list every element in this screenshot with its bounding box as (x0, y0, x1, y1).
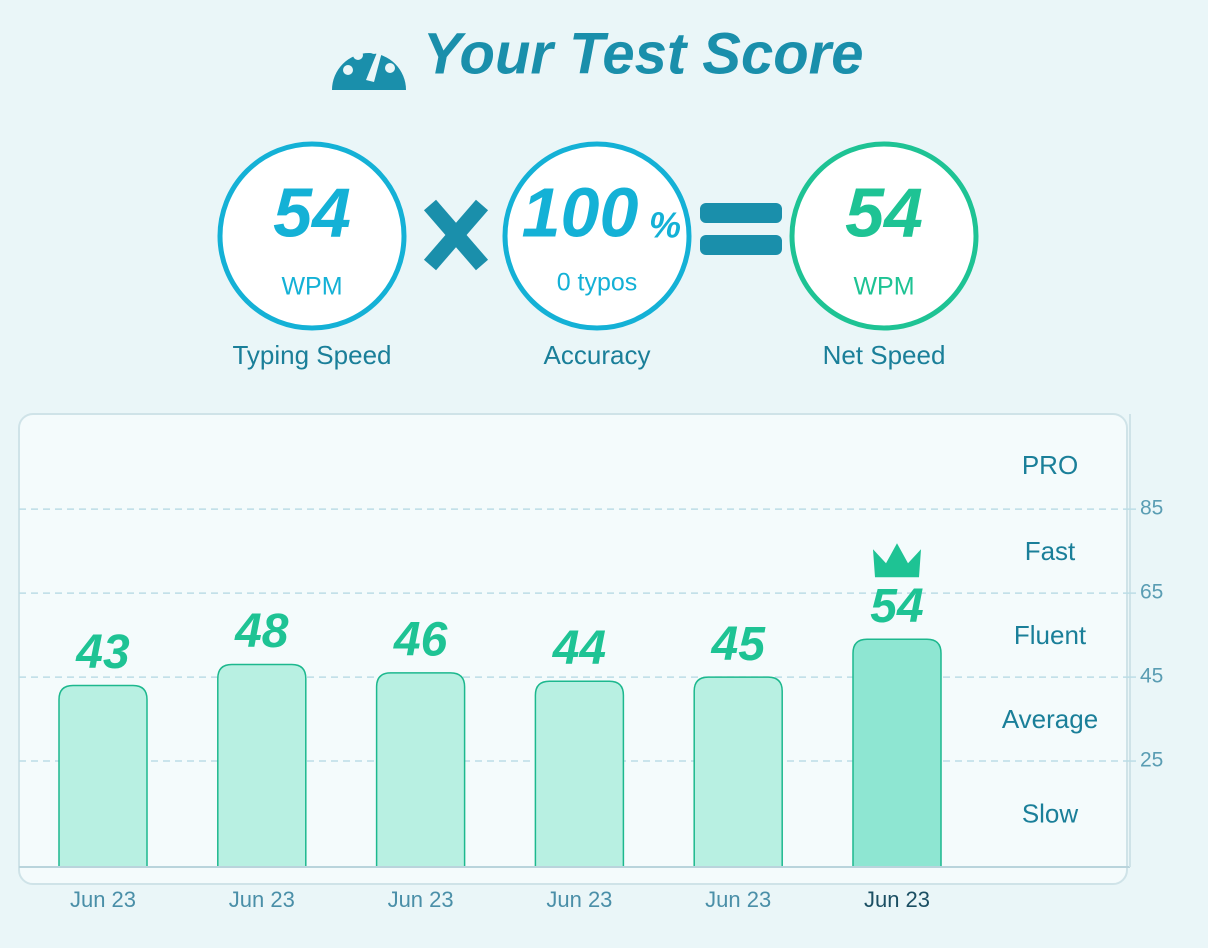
page-title: Your Test Score (423, 21, 864, 86)
score-circle (789, 141, 979, 331)
band-label: Fluent (1014, 620, 1087, 650)
value-label: 43 (75, 626, 130, 679)
equals-sign (700, 203, 782, 255)
bar (693, 676, 783, 866)
score-unit: WPM (281, 273, 342, 301)
band-label: PRO (1022, 450, 1078, 480)
bar (217, 663, 307, 866)
x-tick-label: Jun 23 (864, 887, 930, 912)
y-tick-label: 65 (1140, 581, 1163, 604)
value-label: 44 (552, 622, 606, 675)
crown-icon (873, 543, 921, 578)
x-tick-label: Jun 23 (229, 887, 295, 912)
x-tick-label: Jun 23 (705, 887, 771, 912)
y-tick-label: 85 (1140, 497, 1163, 520)
x-tick-label: Jun 23 (70, 887, 136, 912)
score-unit: % (649, 205, 681, 246)
score-label: Net Speed (823, 340, 946, 370)
band-label: Fast (1025, 536, 1076, 566)
value-label: 45 (711, 618, 767, 671)
score-value: 100 (522, 173, 639, 251)
band-label: Average (1002, 704, 1098, 734)
bar (534, 680, 625, 866)
chart: 25 45 65 85 Slow Average Fluent Fast PRO 43 Jun 23… (19, 450, 1163, 912)
score-detail: 0 typos (557, 269, 638, 297)
value-label: 48 (234, 605, 289, 658)
value-label: 54 (870, 580, 923, 633)
score-label: Typing Speed (232, 340, 391, 370)
x-tick-label: Jun 23 (388, 887, 454, 912)
x-tick-label: Jun 23 (546, 887, 612, 912)
score-circle (217, 141, 407, 331)
score-circle (502, 141, 692, 331)
score-unit: WPM (853, 273, 914, 301)
speedometer-icon (332, 44, 406, 90)
bar (375, 672, 466, 866)
bar (852, 638, 942, 866)
y-tick-label: 45 (1140, 665, 1163, 688)
score-value: 54 (273, 173, 351, 251)
times-sign (423, 199, 489, 271)
score-value: 54 (845, 173, 923, 251)
value-label: 46 (393, 614, 448, 667)
score-label: Accuracy (544, 340, 651, 370)
band-label: Slow (1022, 798, 1079, 828)
y-tick-label: 25 (1140, 749, 1163, 772)
bar (58, 684, 148, 866)
